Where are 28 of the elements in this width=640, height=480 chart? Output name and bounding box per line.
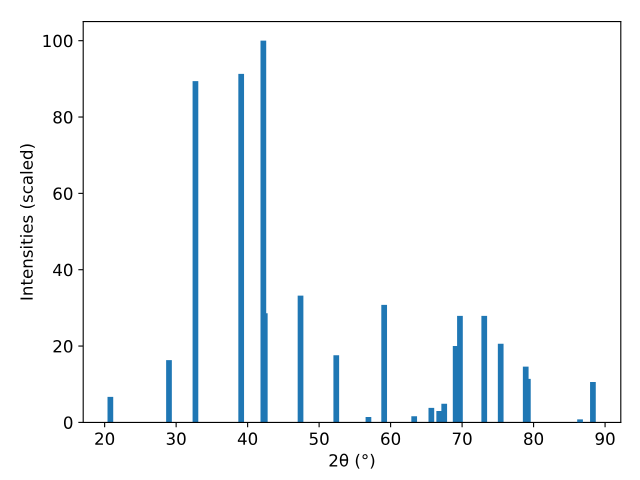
y-tick-label: 100 [43,34,72,48]
y-tick-label: 0 [64,416,72,429]
bar [428,408,434,422]
x-tick-label: 70 [452,432,472,446]
bar [238,74,244,422]
bar [108,396,114,422]
x-tick-label: 50 [310,432,329,446]
x-tick-label: 80 [524,432,544,446]
bar [381,304,388,422]
x-tick-label: 20 [95,432,114,446]
x-tick-label: 60 [381,432,400,446]
y-tick-label: 60 [53,187,72,200]
y-axis-title: Intensities (scaled) [20,144,35,300]
bar [298,296,304,422]
x-tick-label: 30 [166,432,186,446]
bar [333,355,340,422]
bar [498,344,504,422]
x-tick-label: 40 [238,432,258,446]
bar [366,417,372,422]
bar [166,360,172,422]
bar [192,81,198,422]
x-axis-title: 2θ (°) [330,454,374,469]
y-tick-label: 20 [53,340,72,353]
y-tick-label: 40 [53,264,72,276]
bar [590,382,596,422]
y-tick-label: 80 [53,110,72,124]
bar [481,316,488,422]
x-tick-label: 90 [596,432,615,446]
